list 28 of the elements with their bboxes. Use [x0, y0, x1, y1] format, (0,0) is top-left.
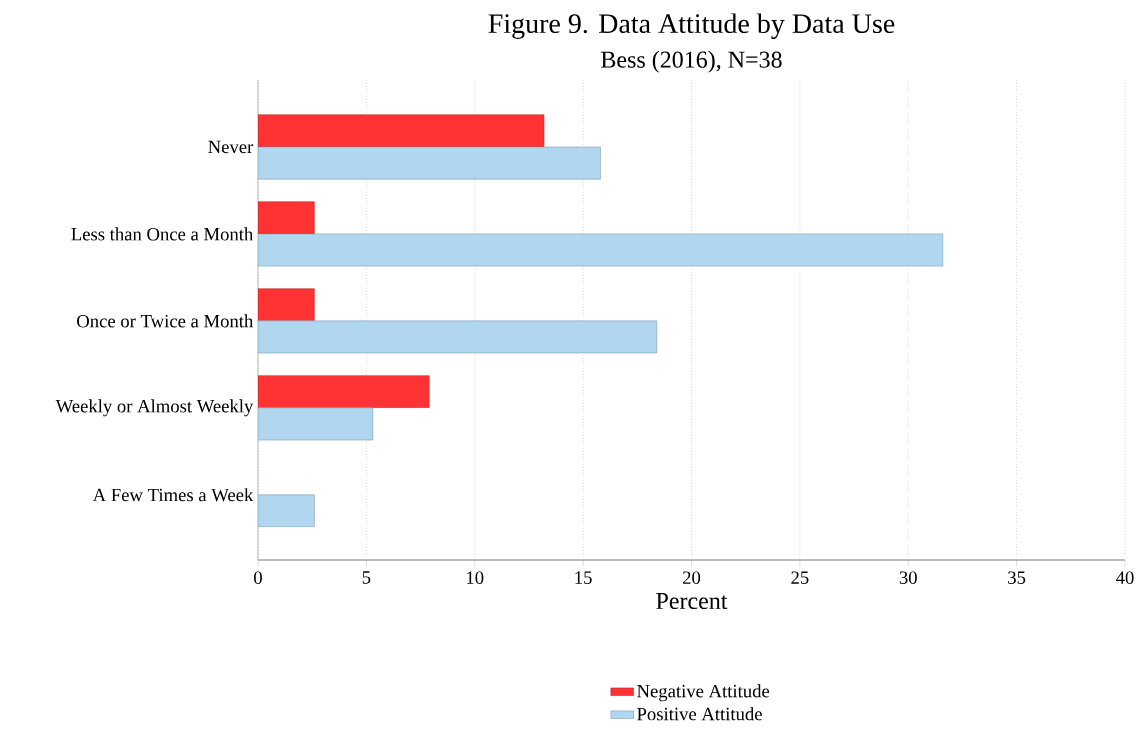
legend-label: Positive Attitude	[637, 707, 762, 721]
x-tick-label: 25	[791, 571, 809, 584]
x-tick-label: 35	[1008, 571, 1026, 584]
bar	[258, 320, 658, 354]
chart-subtitle: Bess (2016), N=38	[601, 50, 782, 73]
bar	[258, 288, 315, 322]
y-tick-label: Once or Twice a Month	[77, 314, 254, 328]
x-tick-label: 10	[467, 571, 484, 584]
bar	[258, 375, 430, 409]
x-tick-label: 15	[575, 571, 592, 584]
x-tick-label: 30	[899, 571, 917, 584]
bar	[258, 201, 315, 235]
bar	[258, 494, 315, 528]
chart-title: Figure 9. Data Attitude by Data Use	[488, 13, 895, 39]
y-tick-label: Less than Once a Month	[71, 227, 254, 241]
bar	[258, 407, 374, 441]
x-tick-label: 0	[254, 571, 262, 584]
y-tick-label: A Few Times a Week	[92, 488, 254, 502]
bar	[258, 114, 545, 148]
y-tick-label: Weekly or Almost Weekly	[55, 399, 254, 417]
y-tick-label: Never	[208, 140, 254, 154]
x-tick-label: 5	[362, 571, 371, 584]
bar	[258, 146, 601, 180]
x-tick-label: 20	[682, 571, 701, 584]
bar	[258, 233, 944, 267]
legend-label: Negative Attitude	[637, 684, 770, 702]
x-tick-label: 40	[1116, 571, 1134, 584]
x-axis-title: Percent	[656, 593, 728, 610]
